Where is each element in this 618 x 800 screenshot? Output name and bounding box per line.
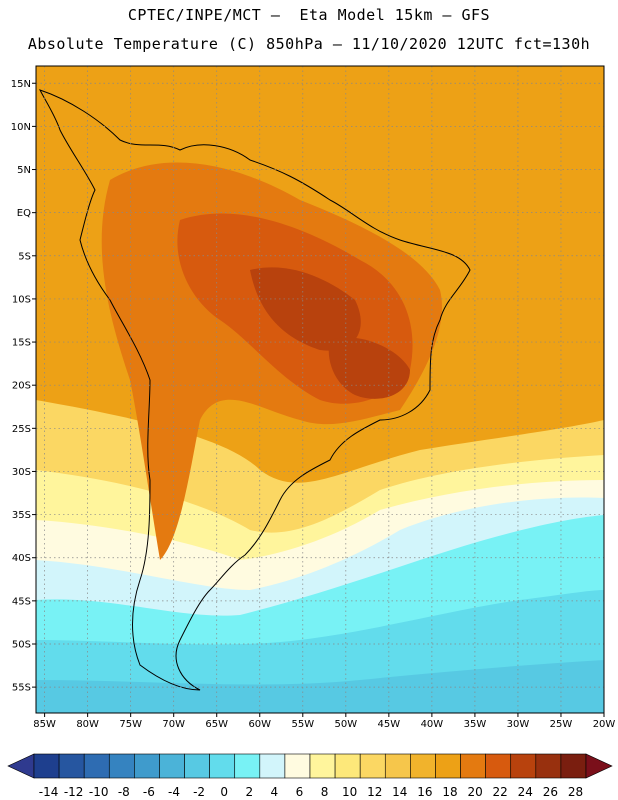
colorbar-swatch: [33, 753, 60, 779]
colorbar-under-arrow: [7, 753, 35, 779]
colorbar-swatch: [209, 753, 236, 779]
lat-label: 30S: [12, 467, 31, 478]
colorbar-swatch: [334, 753, 361, 779]
colorbar-label: -4: [168, 785, 180, 799]
colorbar-swatch: [435, 753, 461, 779]
lat-label: 15N: [11, 79, 31, 90]
latitude-labels: 15N 10N 5N EQ 5S 10S 15S 20S 25S 30S 35S 40S 45S 50S 5…: [11, 79, 36, 694]
lon-label: 30W: [507, 719, 530, 730]
colorbar-over-arrow: [585, 753, 613, 779]
lat-label: 10N: [11, 122, 31, 133]
colorbar-swatch: [309, 753, 336, 779]
lat-label: EQ: [17, 208, 31, 219]
colorbar-swatch: [259, 753, 286, 779]
lon-label: 55W: [291, 719, 314, 730]
colorbar-label: -10: [89, 785, 109, 799]
temperature-field: [36, 66, 604, 713]
lon-label: 70W: [162, 719, 185, 730]
colorbar-swatch: [384, 753, 411, 779]
lon-label: 20W: [593, 719, 616, 730]
colorbar-swatch: [359, 753, 386, 779]
lon-label: 85W: [33, 719, 56, 730]
colorbar-swatch: [460, 753, 486, 779]
colorbar-label: 22: [493, 785, 508, 799]
colorbar-label: 16: [417, 785, 432, 799]
map-frame: [35, 65, 605, 714]
lon-label: 75W: [119, 719, 142, 730]
colorbar-label: 24: [518, 785, 533, 799]
lat-label: 15S: [12, 338, 31, 349]
lon-label: 50W: [335, 719, 358, 730]
colorbar-label: 14: [392, 785, 407, 799]
lon-label: 40W: [421, 719, 444, 730]
lat-label: 10S: [12, 294, 31, 305]
colorbar-label: 8: [321, 785, 329, 799]
colorbar-swatch: [410, 753, 436, 779]
colorbar-label: -6: [143, 785, 155, 799]
lat-label: 45S: [12, 596, 31, 607]
colorbar-label: 4: [271, 785, 279, 799]
colorbar-swatch: [560, 753, 587, 779]
colorbar-swatch: [159, 753, 185, 779]
lon-label: 45W: [378, 719, 401, 730]
lat-label: 35S: [12, 510, 31, 521]
colorbar-label: 26: [543, 785, 558, 799]
colorbar-swatch: [485, 753, 512, 779]
colorbar-swatch: [108, 753, 135, 779]
colorbar-label: 2: [245, 785, 253, 799]
map-subtitle: Absolute Temperature (C) 850hPa – 11/10/…: [27, 35, 591, 53]
colorbar-swatch: [234, 753, 261, 779]
lat-label: 25S: [12, 424, 31, 435]
colorbar-swatch: [83, 753, 110, 779]
colorbar-swatch: [535, 753, 562, 779]
lon-label: 80W: [76, 719, 99, 730]
lon-label: 65W: [205, 719, 228, 730]
colorbar-swatch: [510, 753, 537, 779]
colorbar-label: 28: [568, 785, 583, 799]
colorbar-label: 20: [467, 785, 482, 799]
coastline: [39, 89, 471, 691]
lat-label: 20S: [12, 381, 31, 392]
colorbar-swatch: [134, 753, 160, 779]
colorbar-label: -14: [39, 785, 59, 799]
lon-label: 35W: [464, 719, 487, 730]
map-title: CPTEC/INPE/MCT – Eta Model 15km – GFS: [127, 6, 491, 24]
colorbar-label: 18: [442, 785, 457, 799]
colorbar-swatch: [58, 753, 85, 779]
longitude-labels: 85W 80W 75W 70W 65W 60W 55W 50W 45W 40W 35W 30W 25W 2…: [33, 713, 615, 730]
colorbar-label: -2: [193, 785, 205, 799]
colorbar-swatch: [284, 753, 311, 779]
graticule: [36, 66, 605, 713]
lat-label: 5N: [17, 165, 31, 176]
colorbar-label: 6: [296, 785, 304, 799]
colorbar-label: 10: [342, 785, 357, 799]
colorbar-label: 12: [367, 785, 382, 799]
lat-label: 5S: [18, 251, 31, 262]
lon-label: 60W: [248, 719, 271, 730]
lat-label: 50S: [12, 639, 31, 650]
colorbar-label: -8: [118, 785, 130, 799]
colorbar: -14 -12 -10 -8 -6 -4 -2 0 2 4 6 8 10 12 14 16 18 20 22 24 26…: [7, 753, 613, 799]
colorbar-swatch: [184, 753, 210, 779]
lon-label: 25W: [550, 719, 573, 730]
colorbar-label: -12: [64, 785, 84, 799]
lat-label: 55S: [12, 683, 31, 694]
colorbar-label: 0: [220, 785, 228, 799]
lat-label: 40S: [12, 553, 31, 564]
